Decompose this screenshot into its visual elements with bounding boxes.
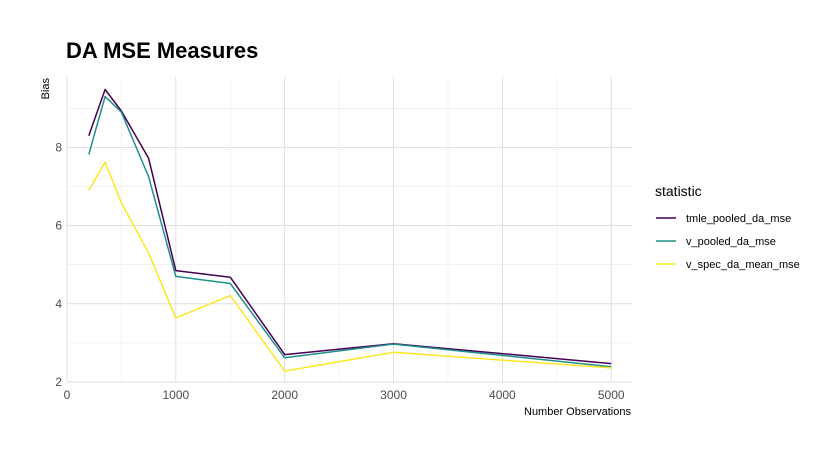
x-tick-label: 4000 bbox=[489, 388, 516, 402]
legend-label-v_spec_da_mean_mse: v_spec_da_mean_mse bbox=[686, 259, 800, 271]
grid bbox=[66, 77, 633, 383]
y-tick-label: 4 bbox=[55, 297, 62, 311]
series-lines bbox=[88, 88, 612, 372]
x-tick-label: 0 bbox=[64, 388, 71, 402]
y-tick-label: 8 bbox=[55, 140, 62, 154]
legend: statistic tmle_pooled_da_mse v_pooled_da_… bbox=[655, 183, 800, 271]
series-line-v_pooled_da_mse bbox=[88, 95, 612, 368]
y-axis-label: Bias bbox=[40, 78, 52, 100]
y-tick-label: 6 bbox=[55, 219, 62, 233]
legend-label-tmle_pooled_da_mse: tmle_pooled_da_mse bbox=[686, 213, 791, 225]
legend-title: statistic bbox=[655, 183, 702, 199]
x-tick-label: 1000 bbox=[162, 388, 189, 402]
y-tick-label: 2 bbox=[55, 375, 62, 389]
x-axis-label: Number Observations bbox=[524, 406, 631, 418]
y-tick-labels: 2 4 6 8 bbox=[55, 140, 62, 389]
x-tick-label: 3000 bbox=[380, 388, 407, 402]
x-tick-label: 2000 bbox=[271, 388, 298, 402]
legend-label-v_pooled_da_mse: v_pooled_da_mse bbox=[686, 236, 776, 248]
series-line-v_spec_da_mean_mse bbox=[88, 161, 612, 372]
series-line-tmle_pooled_da_mse bbox=[88, 88, 612, 365]
chart-title: DA MSE Measures bbox=[66, 38, 258, 63]
x-tick-label: 5000 bbox=[598, 388, 625, 402]
x-tick-labels: 0 1000 2000 3000 4000 5000 bbox=[64, 388, 625, 402]
